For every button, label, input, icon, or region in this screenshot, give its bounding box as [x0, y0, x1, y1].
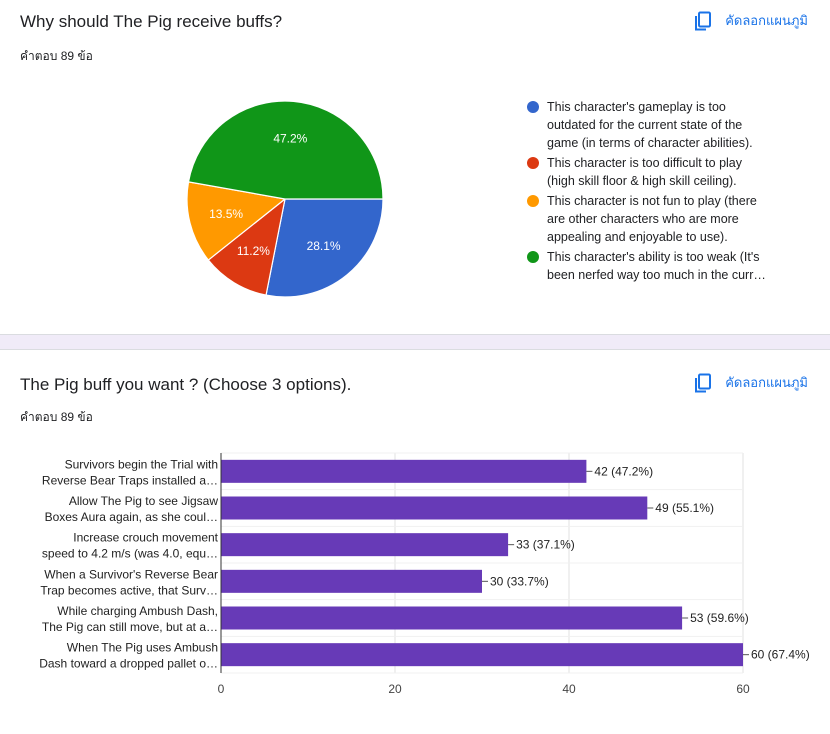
bar[interactable] — [221, 643, 743, 667]
legend-label: appealing and enjoyable to use). — [547, 230, 728, 244]
legend-label: This character is not fun to play (there — [547, 194, 757, 208]
category-label: speed to 4.2 m/s (was 4.0, equ… — [42, 547, 218, 561]
category-label: Trap becomes active, that Surv… — [40, 583, 218, 597]
legend-swatch — [527, 251, 539, 263]
category-label: Dash toward a dropped pallet o… — [39, 657, 218, 671]
question-title: Why should The Pig receive buffs? — [20, 12, 283, 31]
category-label: Allow The Pig to see Jigsaw — [69, 494, 219, 508]
copy-icon — [695, 11, 712, 30]
data-label: 60 (67.4%) — [751, 648, 810, 662]
pie-slice-label: 11.2% — [237, 244, 270, 258]
legend-swatch — [527, 101, 539, 113]
pie-slice[interactable] — [265, 198, 384, 298]
question-title: The Pig buff you want ? (Choose 3 option… — [20, 375, 352, 394]
legend-label: (high skill floor & high skill ceiling). — [547, 174, 737, 188]
bar-chart: 42 (47.2%) Survivors begin the Trial with… — [39, 452, 810, 696]
copy-icon — [695, 373, 712, 392]
category-label: When a Survivor's Reverse Bear — [44, 567, 218, 581]
legend-item: This character's ability is too weak (It… — [527, 248, 787, 284]
x-tick-label: 60 — [736, 682, 750, 696]
x-tick-label: 0 — [218, 682, 225, 696]
bar[interactable] — [221, 459, 587, 483]
data-label: 53 (59.6%) — [690, 611, 749, 625]
pie-slice-label: 28.1% — [307, 239, 341, 253]
legend-label: This character is too difficult to play — [547, 156, 742, 170]
copy-chart-label: คัดลอกแผนภูมิ — [725, 13, 808, 28]
copy-chart-button[interactable]: คัดลอกแผนภูมิ — [693, 10, 808, 31]
pie-slice-label: 47.2% — [273, 131, 307, 145]
bar[interactable] — [221, 496, 648, 520]
legend-label: game (in terms of character abilities). — [547, 136, 753, 150]
question-card-1: Why should The Pig receive buffs? คำตอบ … — [0, 0, 830, 334]
data-label: 33 (37.1%) — [516, 538, 575, 552]
data-label: 30 (33.7%) — [490, 574, 549, 588]
legend-swatch — [527, 195, 539, 207]
category-label: Increase crouch movement — [73, 531, 218, 545]
legend-label: This character's ability is too weak (It… — [547, 250, 760, 264]
legend-label: outdated for the current state of the — [547, 118, 743, 132]
pie-slice[interactable] — [186, 181, 287, 261]
legend-label: been nerfed way too much in the curr… — [547, 268, 766, 282]
pie-slice[interactable] — [207, 197, 286, 296]
x-tick-label: 40 — [562, 682, 576, 696]
copy-chart-button[interactable]: คัดลอกแผนภูมิ — [693, 372, 808, 393]
response-count: คำตอบ 89 ข้อ — [20, 410, 93, 424]
data-label: 49 (55.1%) — [655, 501, 714, 515]
bar[interactable] — [221, 569, 482, 593]
legend-item: This character is not fun to play (there… — [527, 192, 787, 246]
card-separator — [0, 334, 830, 350]
category-label: Boxes Aura again, as she coul… — [45, 510, 218, 524]
pie-slice[interactable] — [187, 100, 384, 200]
pie-legend: This character's gameplay is too outdated… — [527, 98, 787, 286]
category-label: While charging Ambush Dash, — [57, 604, 218, 618]
response-count: คำตอบ 89 ข้อ — [20, 49, 93, 63]
x-tick-label: 20 — [388, 682, 402, 696]
legend-swatch — [527, 157, 539, 169]
category-label: Reverse Bear Traps installed a… — [42, 473, 218, 487]
pie-slice-label: 13.5% — [209, 207, 243, 221]
category-label: The Pig can still move, but at a… — [42, 620, 218, 634]
bar[interactable] — [221, 533, 509, 557]
legend-item: This character's gameplay is too outdated… — [527, 98, 787, 152]
category-label: Survivors begin the Trial with — [65, 457, 218, 471]
question-card-2: The Pig buff you want ? (Choose 3 option… — [0, 350, 830, 734]
category-label: When The Pig uses Ambush — [67, 641, 218, 655]
data-label: 42 (47.2%) — [594, 464, 653, 478]
legend-item: This character is too difficult to play (… — [527, 154, 787, 190]
bar[interactable] — [221, 606, 683, 630]
legend-label: are other characters who are more — [547, 212, 739, 226]
pie-chart: 28.1% 11.2% 13.5% 47.2% — [186, 100, 384, 298]
legend-label: This character's gameplay is too — [547, 100, 726, 114]
copy-chart-label: คัดลอกแผนภูมิ — [725, 375, 808, 390]
